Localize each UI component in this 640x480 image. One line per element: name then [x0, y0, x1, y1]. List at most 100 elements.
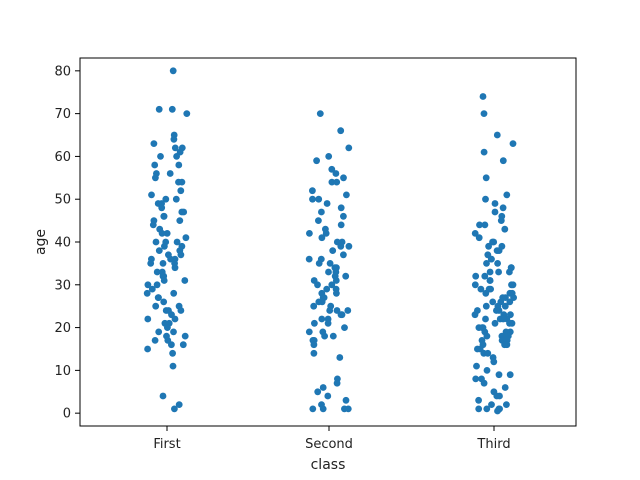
data-point-second-6	[332, 170, 340, 177]
data-point-third-87	[474, 345, 481, 353]
data-point-second-16	[318, 208, 325, 216]
data-point-second-18	[315, 217, 322, 225]
data-point-first-49	[147, 260, 155, 267]
data-point-second-22	[306, 230, 313, 237]
data-point-second-5	[328, 165, 336, 173]
data-point-third-41	[471, 281, 479, 289]
data-point-third-7	[503, 191, 511, 199]
data-point-second-70	[310, 341, 318, 349]
data-point-second-11	[343, 191, 350, 199]
data-point-second-52	[310, 302, 318, 310]
data-point-third-44	[477, 285, 485, 293]
data-points	[143, 67, 517, 415]
data-point-second-0	[316, 110, 324, 117]
data-point-second-78	[342, 396, 350, 404]
data-point-third-64	[482, 315, 489, 323]
data-point-third-34	[506, 268, 513, 276]
data-point-third-18	[475, 234, 483, 242]
data-point-third-68	[491, 319, 499, 327]
data-point-third-29	[483, 260, 490, 267]
data-point-first-91	[171, 405, 178, 413]
data-point-second-32	[315, 260, 323, 267]
x-axis-ticks: First Second Third	[153, 426, 511, 452]
data-point-first-65	[154, 294, 162, 301]
data-point-first-67	[152, 302, 160, 310]
data-point-third-2	[493, 131, 501, 139]
data-point-third-92	[473, 362, 480, 370]
data-point-third-24	[493, 247, 501, 255]
data-point-first-20	[148, 191, 155, 199]
data-point-first-3	[183, 110, 191, 117]
data-point-first-22	[172, 195, 180, 203]
data-point-third-27	[487, 255, 495, 263]
data-point-first-52	[171, 264, 179, 272]
data-point-third-66	[499, 315, 507, 323]
data-point-second-12	[309, 195, 316, 203]
data-point-second-75	[319, 384, 327, 391]
data-point-first-66	[160, 298, 168, 306]
x-tick-label-third: Third	[476, 437, 510, 452]
data-point-second-80	[309, 405, 317, 413]
y-axis-label: age	[33, 229, 49, 255]
data-point-first-14	[166, 170, 174, 177]
data-point-first-40	[161, 242, 168, 250]
data-point-third-94	[495, 371, 503, 379]
data-point-first-57	[181, 277, 189, 284]
data-point-second-51	[318, 298, 326, 306]
data-point-third-14	[481, 221, 489, 229]
data-point-second-65	[305, 328, 313, 336]
data-point-second-29	[340, 251, 347, 259]
data-point-third-104	[503, 401, 510, 408]
data-point-second-31	[305, 255, 313, 263]
data-point-second-47	[333, 289, 340, 297]
data-point-second-76	[314, 388, 322, 396]
data-point-second-21	[322, 230, 330, 237]
data-point-second-58	[337, 311, 345, 319]
data-point-second-1	[337, 127, 345, 135]
data-point-first-84	[179, 341, 187, 349]
data-point-third-15	[476, 221, 483, 229]
data-point-first-87	[169, 349, 177, 357]
data-point-third-5	[499, 157, 507, 165]
data-point-first-30	[176, 217, 184, 225]
data-point-first-35	[163, 230, 171, 237]
data-point-first-29	[160, 212, 168, 220]
data-point-second-28	[329, 247, 337, 255]
data-point-third-62	[471, 311, 479, 319]
data-point-third-46	[482, 289, 490, 297]
data-point-first-25	[158, 204, 166, 212]
data-point-third-76	[483, 332, 491, 340]
data-point-first-36	[182, 234, 190, 242]
data-point-third-84	[501, 341, 508, 349]
data-point-third-8	[482, 195, 489, 203]
data-point-second-61	[324, 319, 332, 327]
data-point-third-0	[479, 93, 487, 100]
data-point-second-67	[321, 332, 328, 340]
data-point-second-26	[337, 242, 345, 250]
data-point-second-63	[341, 324, 348, 331]
data-point-second-2	[345, 144, 353, 152]
data-point-third-109	[475, 405, 483, 413]
data-point-third-40	[509, 281, 517, 289]
data-point-first-62	[170, 289, 178, 297]
data-point-third-16	[501, 225, 509, 233]
data-point-first-89	[159, 392, 167, 400]
data-point-third-58	[493, 307, 500, 314]
data-point-second-13	[315, 195, 323, 203]
data-point-first-6	[150, 140, 158, 148]
data-point-second-40	[332, 277, 340, 284]
data-point-second-72	[336, 354, 344, 361]
data-point-third-98	[480, 379, 488, 387]
data-point-second-9	[333, 178, 341, 186]
data-point-third-54	[482, 302, 490, 310]
x-tick-label-first: First	[153, 437, 180, 452]
data-point-first-39	[152, 238, 160, 246]
data-point-first-2	[168, 105, 176, 113]
data-point-second-4	[313, 157, 320, 165]
data-point-first-78	[170, 328, 177, 336]
data-point-first-32	[149, 221, 157, 229]
data-point-second-45	[323, 285, 331, 293]
data-point-first-10	[173, 153, 181, 160]
data-point-second-23	[318, 234, 326, 242]
y-tick-label-20: 20	[54, 321, 71, 336]
